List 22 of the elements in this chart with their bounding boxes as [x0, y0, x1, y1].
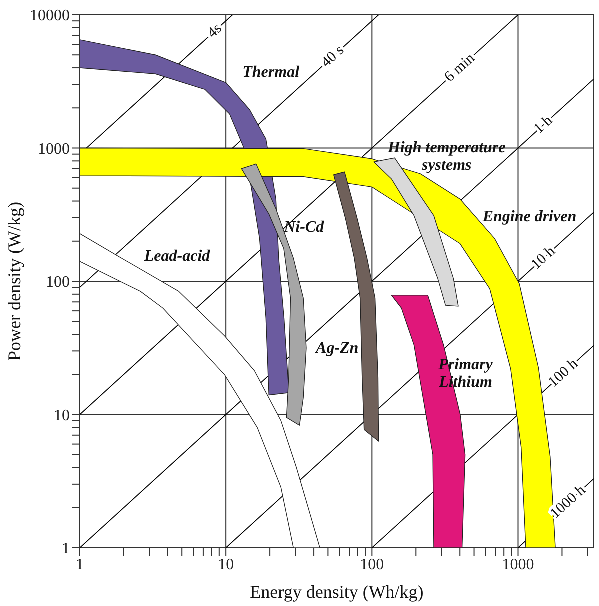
x-tick-label: 1: [76, 556, 84, 574]
annotation: 40 s: [318, 42, 348, 71]
x-tick-label: 100: [360, 556, 384, 574]
annotation: 1000 h: [548, 482, 590, 522]
annotation: 10 h: [528, 243, 560, 274]
series-label: Ni-Cd: [283, 218, 326, 236]
y-tick-label: 1000: [38, 140, 70, 158]
y-tick-label: 10: [54, 407, 70, 424]
y-tick-label: 100: [46, 274, 70, 292]
series-label: Ag-Zn: [315, 339, 359, 356]
y-tick-label: 10000: [30, 8, 70, 25]
annotation: 1 h: [531, 112, 556, 138]
x-tick-label: 10: [218, 556, 234, 574]
y-tick-label: 1: [62, 540, 70, 558]
annotation: 4s: [204, 20, 226, 42]
annotation: 100 h: [546, 356, 582, 391]
series-label: Thermal: [242, 63, 300, 80]
series-label: Lead-acid: [143, 247, 212, 264]
x-axis-title: Energy density (Wh/kg): [250, 582, 424, 602]
y-axis-title: Power density (W/kg): [4, 202, 24, 361]
annotation: 6 min: [442, 50, 479, 86]
x-tick-label: 1000: [502, 556, 534, 574]
